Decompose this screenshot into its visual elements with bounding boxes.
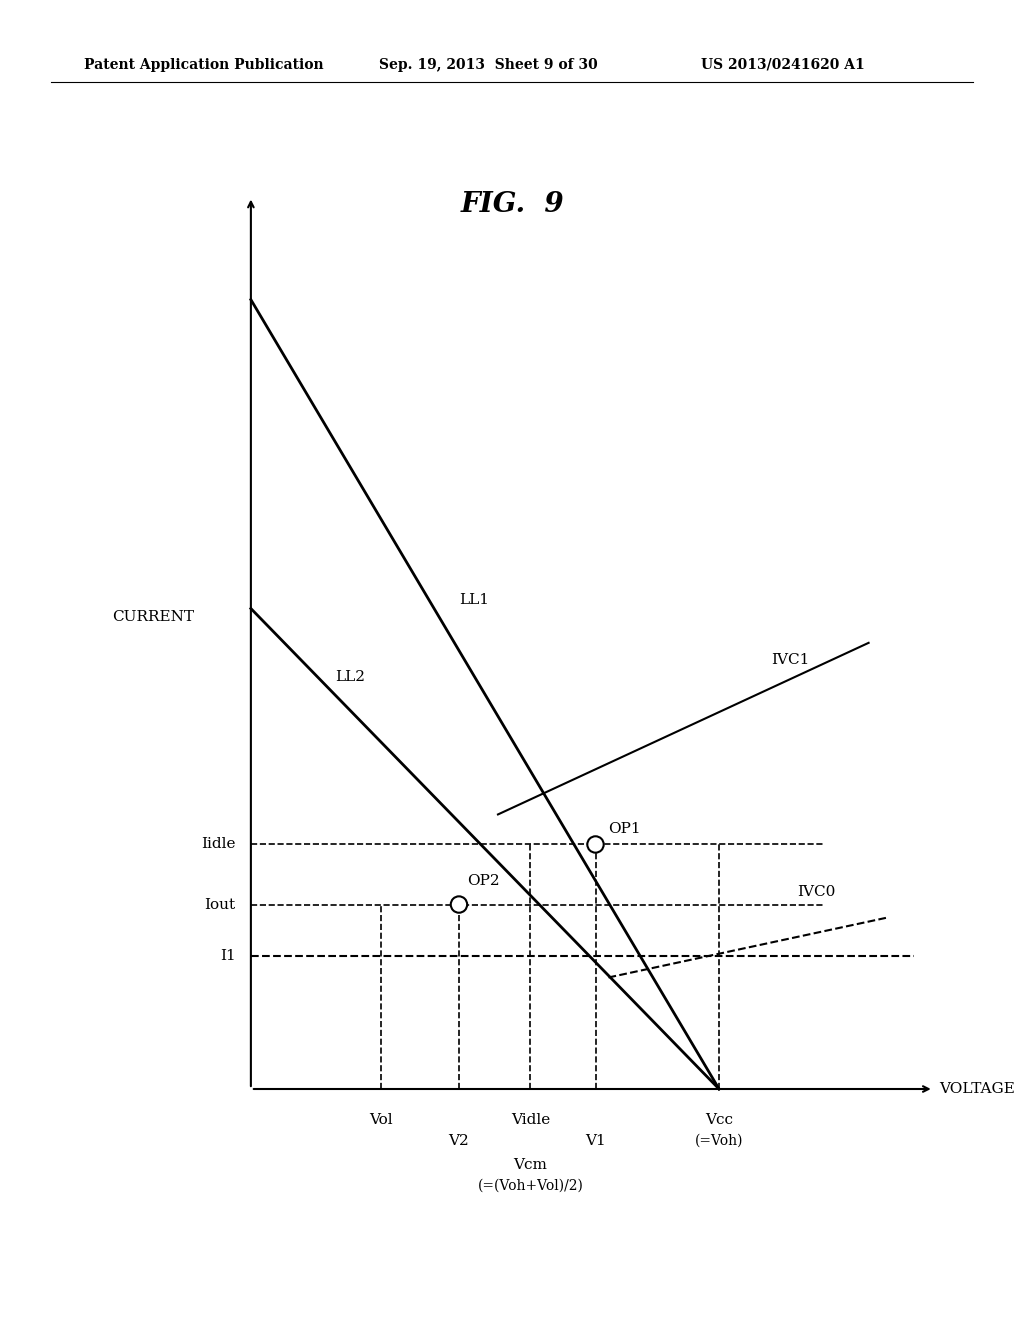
Text: OP2: OP2	[467, 874, 500, 888]
Text: US 2013/0241620 A1: US 2013/0241620 A1	[701, 58, 865, 71]
Text: VOLTAGE: VOLTAGE	[939, 1082, 1015, 1096]
Text: Vol: Vol	[369, 1113, 393, 1127]
Ellipse shape	[451, 896, 467, 912]
Text: IVC1: IVC1	[771, 653, 809, 667]
Text: V2: V2	[449, 1134, 469, 1148]
Text: Sep. 19, 2013  Sheet 9 of 30: Sep. 19, 2013 Sheet 9 of 30	[379, 58, 598, 71]
Text: LL2: LL2	[336, 671, 366, 684]
Text: OP1: OP1	[608, 821, 640, 836]
Text: IVC0: IVC0	[797, 884, 836, 899]
Text: Vcc: Vcc	[706, 1113, 733, 1127]
Text: Vidle: Vidle	[511, 1113, 550, 1127]
Text: I1: I1	[220, 949, 236, 964]
Text: FIG.  9: FIG. 9	[460, 191, 564, 218]
Text: Patent Application Publication: Patent Application Publication	[84, 58, 324, 71]
Ellipse shape	[588, 837, 604, 853]
Text: Vcm: Vcm	[514, 1158, 548, 1172]
Text: V1: V1	[585, 1134, 606, 1148]
Text: LL1: LL1	[459, 593, 488, 607]
Text: Iout: Iout	[205, 898, 236, 912]
Text: CURRENT: CURRENT	[113, 610, 195, 624]
Text: (=Voh): (=Voh)	[695, 1134, 743, 1148]
Text: (=(Voh+Vol)/2): (=(Voh+Vol)/2)	[477, 1179, 584, 1193]
Text: Iidle: Iidle	[201, 837, 236, 851]
